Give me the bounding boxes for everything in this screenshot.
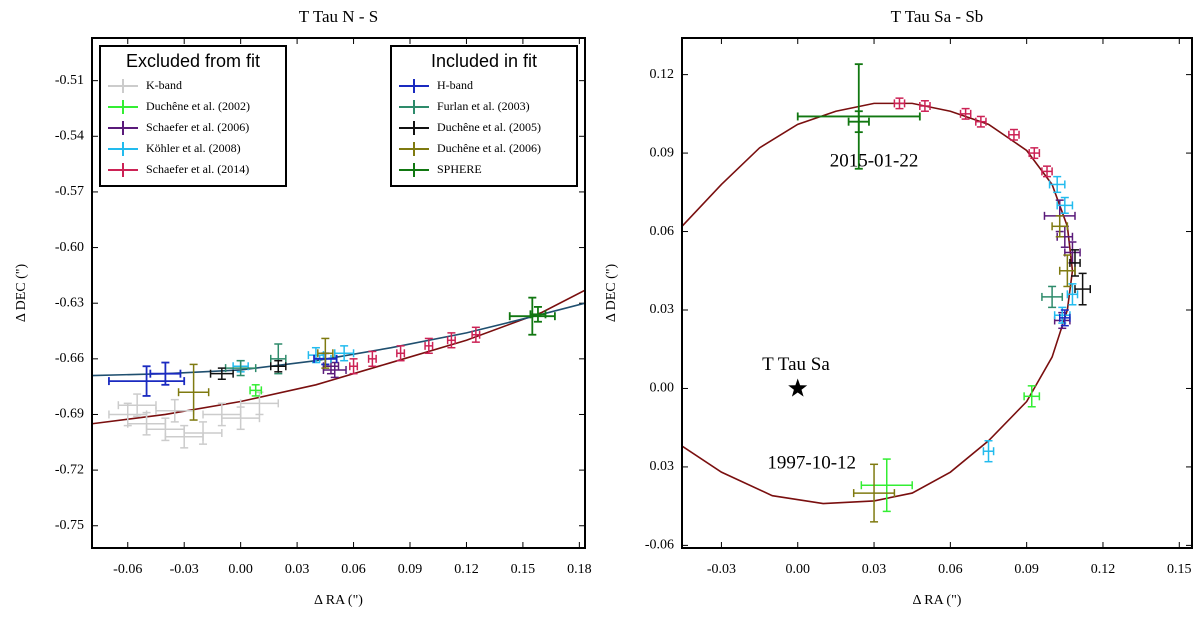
x-tick-label: 0.15 xyxy=(511,562,536,577)
legend-entry: Furlan et al. (2003) xyxy=(437,99,530,113)
legend-entry: Duchêne et al. (2002) xyxy=(146,99,250,113)
y-tick-label: 0.06 xyxy=(650,224,675,239)
y-tick-label: 0.03 xyxy=(650,459,675,474)
x-tick-label: 0.12 xyxy=(454,562,479,577)
plot-area xyxy=(92,289,585,449)
y-tick-label: -0.69 xyxy=(55,407,84,422)
legend-entry: Duchêne et al. (2006) xyxy=(437,141,541,155)
x-tick-label: -0.06 xyxy=(113,562,142,577)
legend-entry: H-band xyxy=(437,78,473,92)
x-tick-label: 0.09 xyxy=(398,562,423,577)
annotation: T Tau Sa xyxy=(762,354,830,375)
panel: T Tau Sa - Sb Δ RA (") Δ DEC (") -0.03 0.00 0… xyxy=(604,7,1193,608)
legend-entry: K-band xyxy=(146,78,182,92)
y-axis-label: Δ DEC (") xyxy=(14,264,29,323)
chart-title: T Tau N - S xyxy=(299,7,378,26)
legend-entry: Köhler et al. (2008) xyxy=(146,141,241,155)
x-tick-label: -0.03 xyxy=(707,562,736,577)
y-tick-label: -0.63 xyxy=(55,295,84,310)
y-tick-label: -0.51 xyxy=(55,73,84,88)
x-tick-label: 0.18 xyxy=(567,562,592,577)
y-tick-label: -0.66 xyxy=(55,351,84,366)
axes-frame xyxy=(91,37,586,549)
x-tick-label: 0.09 xyxy=(1014,562,1039,577)
annotation: 2015-01-22 xyxy=(830,151,919,172)
y-tick-label: 0.12 xyxy=(650,67,675,82)
y-axis-label: Δ DEC (") xyxy=(604,264,619,323)
legend-entry: Schaefer et al. (2014) xyxy=(146,162,249,176)
legend-title: Excluded from fit xyxy=(126,51,260,71)
x-tick-label: 0.03 xyxy=(862,562,887,577)
axes-frame xyxy=(681,37,1193,549)
y-tick-label: -0.57 xyxy=(55,184,84,199)
y-tick-label: -0.75 xyxy=(55,518,84,533)
x-tick-label: 0.06 xyxy=(341,562,366,577)
x-tick-label: 0.06 xyxy=(938,562,963,577)
annotation: 1997-10-12 xyxy=(767,453,856,474)
legend-box xyxy=(390,45,578,187)
legend-entry: Duchêne et al. (2005) xyxy=(437,120,541,134)
y-tick-label: -0.54 xyxy=(55,129,84,144)
plot-area xyxy=(682,63,1092,523)
legend-entry: SPHERE xyxy=(437,162,482,176)
legend-title: Included in fit xyxy=(431,51,537,71)
chart-title: T Tau Sa - Sb xyxy=(891,7,984,26)
star-marker xyxy=(788,378,808,397)
y-tick-label: 0.03 xyxy=(650,302,675,317)
legend-box xyxy=(99,45,287,187)
x-tick-label: 0.15 xyxy=(1167,562,1192,577)
x-tick-label: -0.03 xyxy=(170,562,199,577)
x-axis-label: Δ RA (") xyxy=(314,593,363,608)
x-tick-label: 0.12 xyxy=(1091,562,1116,577)
y-tick-label: 0.00 xyxy=(650,381,675,396)
panel: T Tau N - S Δ RA (") Δ DEC (") -0.06 -0.03 0.… xyxy=(14,7,591,608)
x-tick-label: 0.00 xyxy=(785,562,810,577)
x-tick-label: 0.03 xyxy=(285,562,310,577)
orbit-curve xyxy=(682,102,1074,505)
y-tick-label: -0.72 xyxy=(55,462,84,477)
x-tick-label: 0.00 xyxy=(228,562,253,577)
x-axis-label: Δ RA (") xyxy=(913,593,962,608)
y-tick-label: -0.06 xyxy=(645,538,674,553)
y-tick-label: 0.09 xyxy=(650,145,675,160)
legend-entry: Schaefer et al. (2006) xyxy=(146,120,249,134)
y-tick-label: -0.60 xyxy=(55,240,84,255)
